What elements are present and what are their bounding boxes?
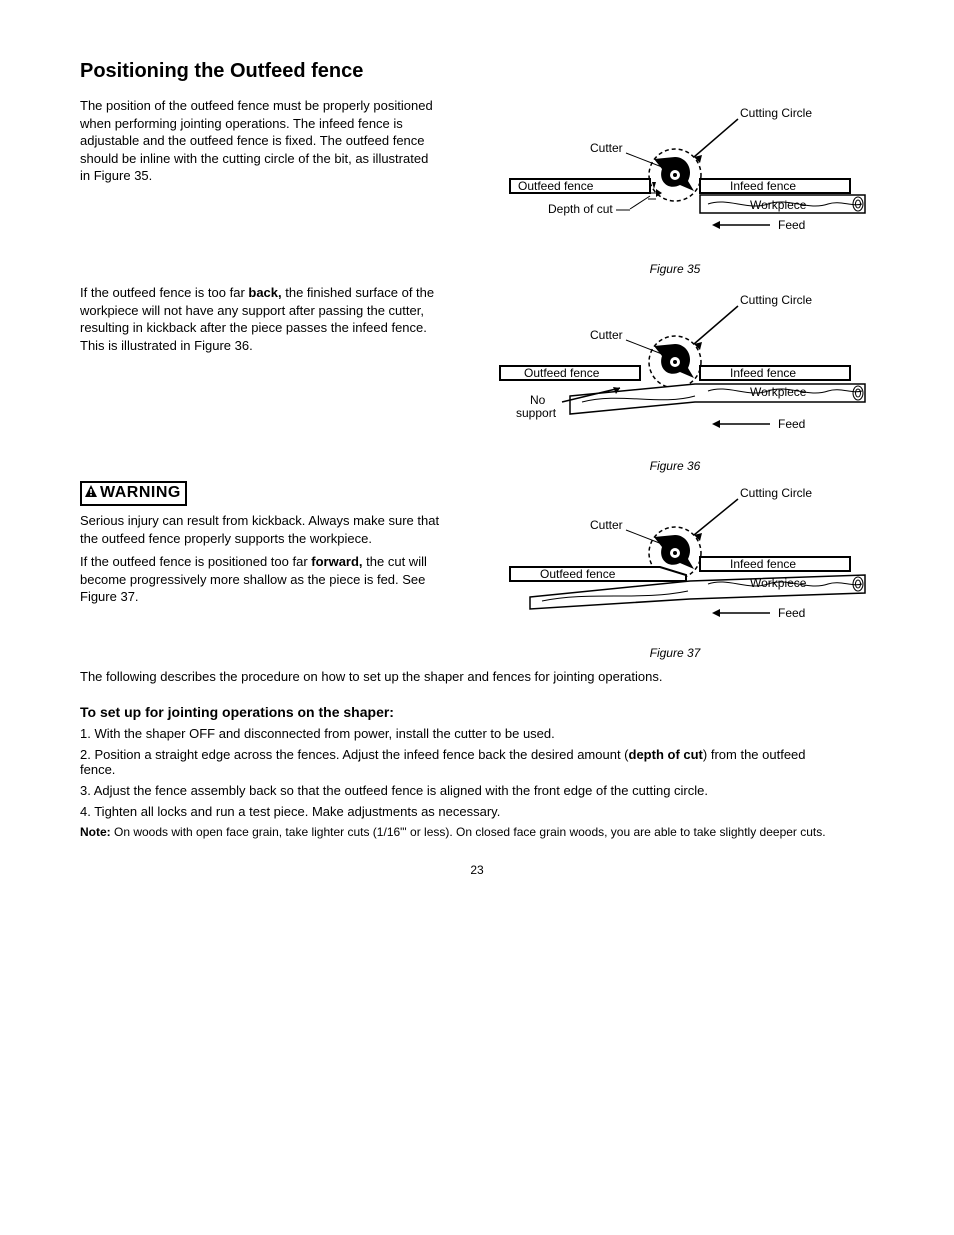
workpiece-label: Workpiece: [750, 576, 807, 590]
outfeed-fence-label: Outfeed fence: [540, 567, 616, 581]
cutting-circle-label: Cutting Circle: [740, 486, 812, 500]
figure-35-svg: Outfeed fence Infeed fence Workpiece: [470, 97, 880, 257]
cutter-icon: [654, 535, 694, 569]
paragraph-2: If the outfeed fence is too far back, th…: [80, 284, 440, 354]
feed-label: Feed: [778, 218, 805, 232]
infeed-fence-label: Infeed fence: [730, 366, 796, 380]
note-body: On woods with open face grain, take ligh…: [114, 825, 826, 839]
col-right-1: Outfeed fence Infeed fence Workpiece: [460, 97, 880, 276]
col-left-2: If the outfeed fence is too far back, th…: [80, 284, 460, 360]
depth-of-cut-label: Depth of cut: [548, 202, 613, 216]
outfeed-fence-label: Outfeed fence: [524, 366, 600, 380]
outfeed-fence-label: Outfeed fence: [518, 179, 594, 193]
paragraph-3: If the outfeed fence is positioned too f…: [80, 553, 440, 606]
paragraph-4: The following describes the procedure on…: [80, 668, 840, 686]
p2-a: If the outfeed fence is too far: [80, 285, 248, 300]
note: Note: On woods with open face grain, tak…: [80, 825, 840, 839]
warning-text: Serious injury can result from kickback.…: [80, 512, 440, 547]
col-right-2: Outfeed fence Infeed fence Workpiece No: [460, 284, 880, 473]
cutter-label: Cutter: [590, 141, 623, 155]
steps-list: 1. With the shaper OFF and disconnected …: [80, 726, 874, 839]
col-left-1: The position of the outfeed fence must b…: [80, 97, 460, 191]
warning-box: WARNING: [80, 481, 187, 506]
warning-triangle-icon: [84, 484, 98, 503]
subsection-title: To set up for jointing operations on the…: [80, 704, 874, 720]
cutting-circle-label: Cutting Circle: [740, 106, 812, 120]
step-3: 3. Adjust the fence assembly back so tha…: [80, 783, 840, 798]
page-footer: 23: [80, 863, 874, 877]
figure-36-svg: Outfeed fence Infeed fence Workpiece No: [470, 284, 880, 454]
figure-36-caption: Figure 36: [470, 459, 880, 473]
feed-label: Feed: [778, 606, 805, 620]
workpiece-label: Workpiece: [750, 198, 807, 212]
workpiece-label: Workpiece: [750, 385, 807, 399]
figure-37-wrap: Infeed fence Outfeed fence Workpiece Cu: [470, 481, 880, 660]
figure-36-wrap: Outfeed fence Infeed fence Workpiece No: [470, 284, 880, 473]
no-support-label-1: No: [530, 393, 546, 407]
p3-b: forward,: [311, 554, 366, 569]
col-right-3: Infeed fence Outfeed fence Workpiece Cu: [460, 481, 880, 660]
figure-35-wrap: Outfeed fence Infeed fence Workpiece: [470, 97, 880, 276]
row-3: WARNING Serious injury can result from k…: [80, 481, 874, 660]
section-title: Positioning the Outfeed fence: [80, 60, 874, 83]
p2-b: back,: [248, 285, 285, 300]
figure-37-caption: Figure 37: [470, 646, 880, 660]
page: Positioning the Outfeed fence The positi…: [0, 0, 954, 917]
step-1: 1. With the shaper OFF and disconnected …: [80, 726, 840, 741]
figure-35-caption: Figure 35: [470, 262, 880, 276]
col-left-3: WARNING Serious injury can result from k…: [80, 481, 460, 612]
cutter-label: Cutter: [590, 518, 623, 532]
feed-label: Feed: [778, 417, 805, 431]
no-support-label-2: support: [516, 406, 557, 420]
infeed-fence-label: Infeed fence: [730, 557, 796, 571]
row-2: If the outfeed fence is too far back, th…: [80, 284, 874, 473]
note-label: Note:: [80, 825, 114, 839]
cutter-label: Cutter: [590, 328, 623, 342]
p3-a: If the outfeed fence is positioned too f…: [80, 554, 311, 569]
row-1: The position of the outfeed fence must b…: [80, 97, 874, 276]
step-4: 4. Tighten all locks and run a test piec…: [80, 804, 840, 819]
cutting-circle-label: Cutting Circle: [740, 293, 812, 307]
figure-37-svg: Infeed fence Outfeed fence Workpiece Cu: [470, 481, 880, 641]
s2-a: 2. Position a straight edge across the f…: [80, 747, 629, 762]
paragraph-1: The position of the outfeed fence must b…: [80, 97, 440, 185]
step-2: 2. Position a straight edge across the f…: [80, 747, 840, 777]
cutter-icon: [654, 157, 694, 191]
infeed-fence-label: Infeed fence: [730, 179, 796, 193]
s2-b: depth of cut: [629, 747, 703, 762]
cutter-icon: [654, 344, 694, 378]
